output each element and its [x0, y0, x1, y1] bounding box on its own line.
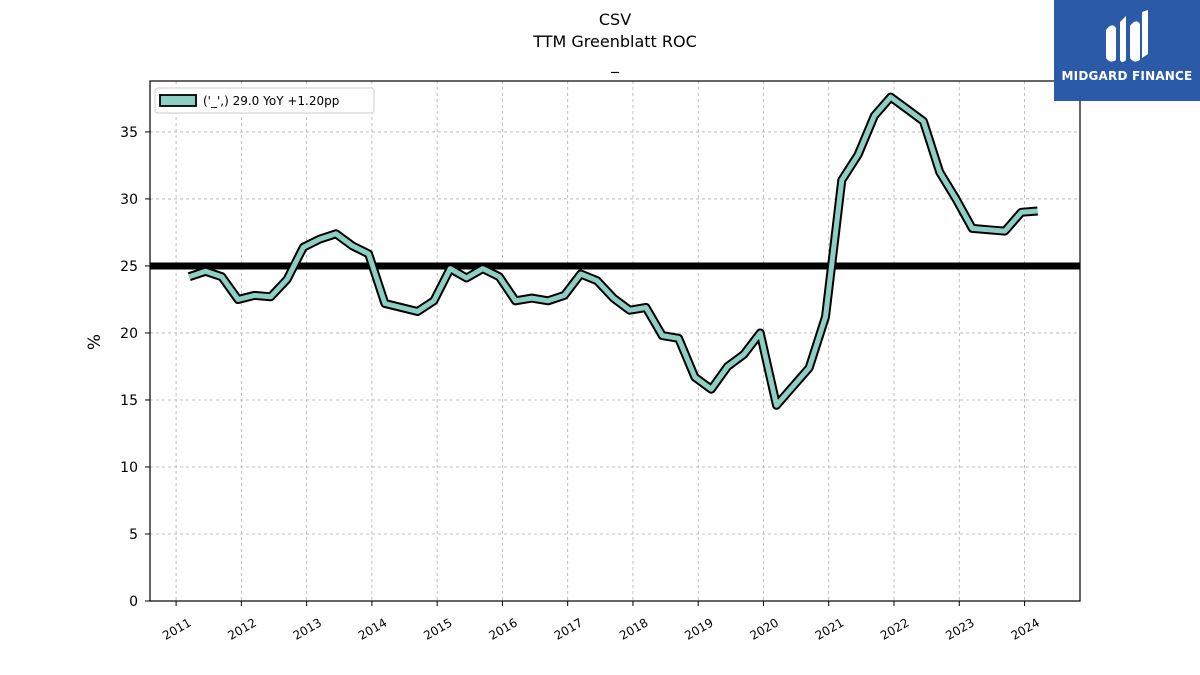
y-tick-label: 25	[120, 259, 138, 275]
y-tick-label: 0	[129, 594, 138, 610]
y-tick-label: 15	[120, 393, 138, 409]
x-tick-label: 2017	[552, 615, 585, 642]
y-tick-label: 10	[120, 460, 138, 476]
x-tick-label: 2013	[291, 615, 324, 642]
grid	[150, 81, 1080, 602]
y-tick-label: 20	[120, 326, 138, 342]
x-tick-label: 2020	[748, 615, 781, 642]
y-axis: 0 5 10 15 20 25 30 35	[120, 125, 150, 610]
y-tick-label: 5	[129, 527, 138, 543]
x-tick-label: 2015	[421, 615, 454, 642]
plot-frame	[149, 80, 1081, 602]
x-tick-label: 2022	[878, 615, 911, 642]
legend-box	[154, 87, 375, 114]
series-group	[187, 92, 1038, 410]
x-tick-label: 2011	[160, 615, 193, 642]
series-line	[188, 94, 1038, 408]
midgard-logo-icon	[1106, 10, 1148, 62]
x-tick-label: 2018	[617, 615, 650, 642]
x-tick-label: 2014	[356, 615, 389, 642]
chart-subtitle-2: _	[611, 54, 619, 73]
y-tick-label: 30	[120, 192, 138, 208]
brand-name: MIDGARD FINANCE	[1061, 69, 1193, 83]
series-line-outline	[187, 92, 1038, 410]
x-tick-label: 2016	[486, 615, 519, 642]
y-tick-label: 35	[120, 125, 138, 141]
x-tick-label: 2024	[1009, 615, 1042, 642]
y-axis-label: %	[85, 334, 105, 350]
x-tick-label: 2012	[225, 615, 258, 642]
brand-logo: MIDGARD FINANCE	[1054, 0, 1200, 101]
x-tick-label: 2019	[682, 615, 715, 642]
legend: ('_',) 29.0 YoY +1.20pp	[154, 87, 375, 114]
x-axis: 2011 2012 2013 2014 2015 2016 2017 2018 2019 2020…	[160, 601, 1042, 643]
legend-swatch	[159, 94, 197, 107]
x-tick-label: 2023	[943, 615, 976, 642]
legend-label: ('_',) 29.0 YoY +1.20pp	[203, 94, 339, 108]
chart-title: CSV	[598, 10, 632, 29]
chart-subtitle: TTM Greenblatt ROC	[533, 32, 697, 51]
x-tick-label: 2021	[813, 615, 846, 642]
